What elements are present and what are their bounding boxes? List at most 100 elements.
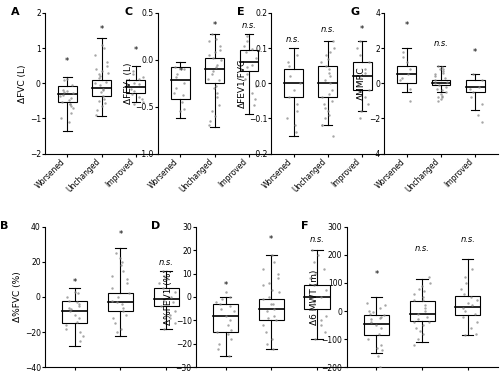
- Point: [102, 63, 110, 69]
- Point: [436, 96, 444, 102]
- Point: [270, 313, 278, 319]
- Point: [248, 62, 256, 68]
- Point: [439, 66, 447, 72]
- Point: [414, 336, 422, 342]
- Point: [270, 306, 278, 312]
- Point: [248, 90, 256, 96]
- Point: [134, 81, 142, 87]
- Point: [473, 319, 481, 325]
- Text: *: *: [118, 230, 122, 239]
- Text: C: C: [124, 7, 132, 17]
- Point: [64, 88, 72, 94]
- Point: [325, 66, 333, 72]
- Text: n.s.: n.s.: [414, 244, 430, 253]
- Point: [108, 273, 116, 279]
- Point: [123, 280, 131, 286]
- Point: [424, 314, 432, 320]
- Point: [460, 274, 468, 280]
- Point: [473, 297, 481, 303]
- Point: [374, 353, 382, 359]
- Y-axis label: ΔFVC (L): ΔFVC (L): [18, 64, 27, 102]
- Point: [322, 313, 330, 319]
- Point: [225, 352, 233, 358]
- Point: [457, 286, 465, 292]
- Point: [66, 101, 74, 106]
- Point: [468, 325, 475, 331]
- Bar: [58, 86, 76, 102]
- Point: [328, 87, 336, 93]
- Text: A: A: [11, 7, 20, 17]
- Point: [321, 105, 329, 111]
- Text: D: D: [150, 221, 160, 231]
- Point: [216, 47, 224, 53]
- Point: [434, 94, 442, 100]
- Point: [162, 276, 170, 282]
- Point: [286, 63, 294, 69]
- Point: [172, 85, 180, 91]
- Point: [438, 94, 446, 100]
- Point: [478, 119, 486, 125]
- Point: [310, 336, 318, 342]
- Point: [259, 296, 267, 302]
- Point: [138, 96, 146, 102]
- Point: [364, 300, 372, 306]
- Point: [353, 45, 361, 51]
- Point: [308, 247, 316, 253]
- Point: [322, 287, 330, 293]
- Point: [377, 325, 385, 331]
- Point: [420, 302, 428, 308]
- Point: [96, 73, 104, 79]
- Bar: [62, 301, 88, 324]
- Point: [171, 65, 179, 70]
- Point: [252, 96, 260, 102]
- Point: [118, 301, 126, 307]
- Point: [130, 72, 138, 78]
- Point: [283, 115, 291, 121]
- Point: [462, 280, 469, 286]
- Point: [76, 329, 84, 335]
- Point: [259, 266, 267, 272]
- Point: [376, 315, 384, 321]
- Bar: [466, 80, 484, 92]
- Point: [127, 86, 135, 92]
- Point: [112, 250, 120, 256]
- Point: [442, 84, 450, 90]
- Point: [474, 84, 482, 90]
- Point: [274, 270, 282, 276]
- Point: [170, 321, 178, 326]
- Point: [128, 91, 136, 97]
- Point: [71, 289, 79, 295]
- Point: [108, 298, 116, 303]
- Point: [365, 308, 373, 314]
- Point: [367, 316, 375, 322]
- Point: [91, 80, 99, 86]
- Point: [293, 101, 301, 107]
- Bar: [318, 66, 337, 97]
- Point: [122, 312, 130, 318]
- Bar: [455, 296, 480, 315]
- Point: [67, 110, 75, 116]
- Text: *: *: [374, 270, 378, 279]
- Point: [212, 65, 220, 70]
- Point: [65, 97, 73, 103]
- Point: [119, 305, 127, 311]
- Point: [368, 309, 376, 315]
- Text: n.s.: n.s.: [434, 39, 448, 48]
- Point: [160, 326, 168, 332]
- Point: [210, 85, 218, 91]
- Point: [180, 106, 188, 112]
- Point: [60, 78, 68, 83]
- Point: [365, 87, 373, 93]
- Point: [63, 294, 71, 300]
- Point: [416, 286, 424, 292]
- Point: [414, 316, 422, 322]
- Point: [111, 321, 119, 326]
- Point: [435, 82, 443, 88]
- Point: [65, 119, 73, 125]
- Point: [159, 267, 167, 273]
- Point: [458, 314, 466, 320]
- Point: [135, 76, 143, 82]
- Point: [58, 87, 66, 93]
- Point: [118, 262, 126, 268]
- Point: [222, 289, 230, 295]
